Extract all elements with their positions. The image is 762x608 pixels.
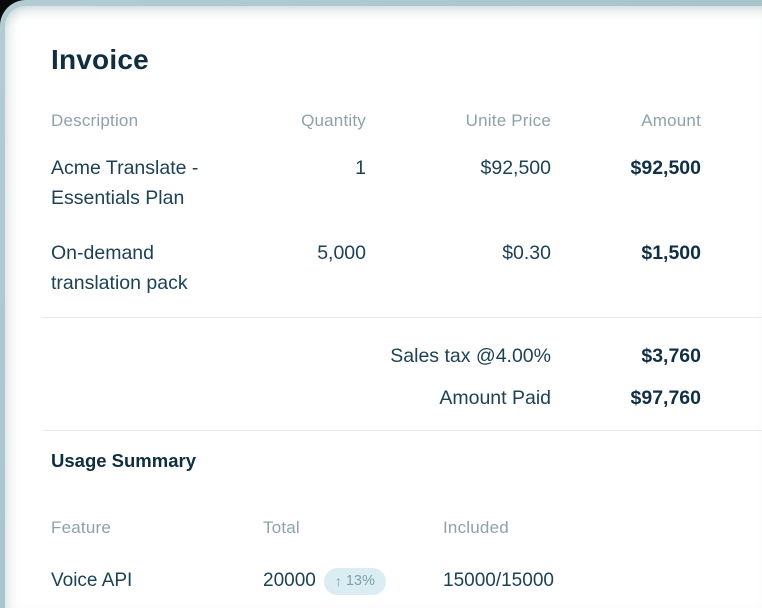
- sales-tax-label: Sales tax @4.00%: [390, 345, 551, 367]
- description-line: Acme Translate -: [51, 157, 199, 179]
- column-header-included: Included: [443, 518, 509, 537]
- description-line: On-demand: [51, 242, 154, 264]
- usage-table-row: Voice API 20000 ↑ 13% 15000/15000: [51, 568, 701, 595]
- amount-paid-label: Amount Paid: [439, 387, 551, 409]
- totals-row-sales-tax: Sales tax @4.00% $3,760: [51, 345, 701, 368]
- trend-badge: ↑ 13%: [323, 568, 386, 595]
- row-quantity: 1: [355, 157, 366, 179]
- row-description: Acme Translate - Essentials Plan: [51, 153, 296, 213]
- column-header-quantity: Quantity: [301, 111, 366, 130]
- usage-summary-title: Usage Summary: [51, 450, 196, 471]
- divider: [43, 317, 762, 318]
- invoice-card: Invoice Description Quantity Unite Price…: [5, 6, 762, 608]
- sales-tax-value: $3,760: [641, 345, 701, 367]
- row-unit-price: $92,500: [480, 157, 552, 179]
- column-header-feature: Feature: [51, 518, 111, 537]
- table-row: On-demand translation pack 5,000 $0.30 $…: [51, 238, 701, 298]
- row-amount: $92,500: [630, 157, 702, 179]
- column-header-description: Description: [51, 111, 139, 130]
- feature-name: Voice API: [51, 570, 133, 592]
- feature-total: 20000 ↑ 13%: [263, 568, 443, 595]
- invoice-table-header: Description Quantity Unite Price Amount: [51, 111, 701, 131]
- row-description: On-demand translation pack: [51, 238, 296, 298]
- usage-table-header: Feature Total Included: [51, 518, 701, 538]
- total-value: 20000: [263, 570, 316, 592]
- page-title: Invoice: [51, 44, 149, 75]
- description-line: Essentials Plan: [51, 187, 185, 209]
- feature-included: 15000/15000: [443, 570, 554, 592]
- totals-row-amount-paid: Amount Paid $97,760: [51, 387, 701, 410]
- row-unit-price: $0.30: [502, 242, 551, 264]
- row-amount: $1,500: [641, 242, 701, 264]
- trend-percent: 13%: [345, 573, 375, 589]
- divider: [43, 430, 762, 431]
- column-header-amount: Amount: [641, 111, 701, 130]
- arrow-up-icon: ↑: [334, 573, 342, 590]
- column-header-total: Total: [263, 518, 300, 537]
- table-row: Acme Translate - Essentials Plan 1 $92,5…: [51, 153, 701, 213]
- row-quantity: 5,000: [317, 242, 366, 264]
- description-line: translation pack: [51, 272, 188, 294]
- column-header-unit-price: Unite Price: [465, 111, 551, 130]
- amount-paid-value: $97,760: [630, 387, 702, 409]
